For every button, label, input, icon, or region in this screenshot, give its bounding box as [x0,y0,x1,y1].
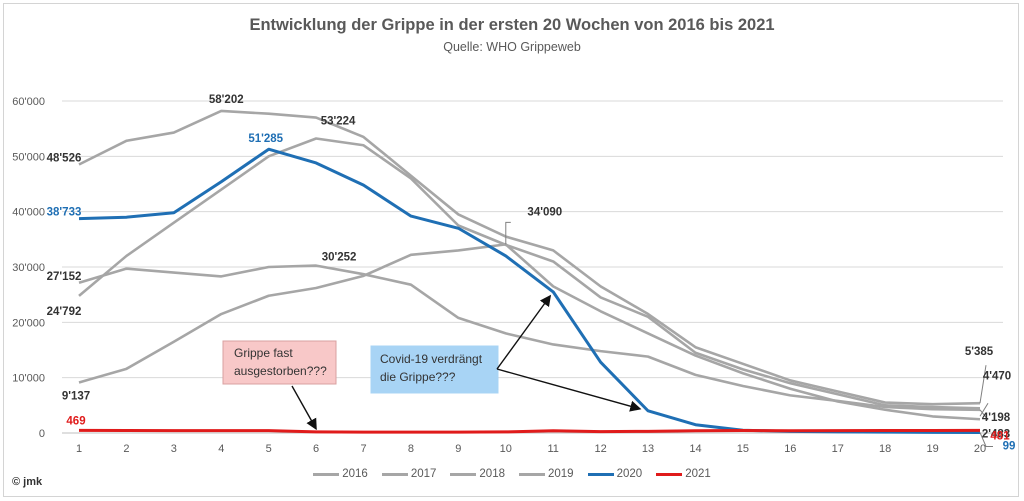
leader-line [979,365,987,404]
legend-item-2018: 2018 [450,468,505,480]
y-tick-label: 60'000 [12,96,45,108]
annotation-text: Grippe fast [234,346,293,360]
data-label: 48'526 [47,152,82,164]
annotation-text: ausgestorben??? [234,364,327,378]
x-tick-label: 9 [455,443,461,455]
annotation-arrow [291,385,317,431]
series-line-2021 [78,428,981,434]
data-label: 4'470 [983,370,1011,382]
legend-label: 2018 [479,468,505,480]
legend-swatch [519,472,545,476]
data-label: 4'198 [982,412,1011,424]
annotation-arrow [496,294,552,370]
y-tick-label: 30'000 [12,262,45,274]
data-label: 34'090 [527,206,562,218]
y-tick-label: 40'000 [12,207,45,219]
y-tick-label: 20'000 [12,317,45,329]
data-labels: 48'526 58'202 38'733 51'285 53'224 27'152 24'7… [47,94,1016,453]
series-line-2016 [78,109,981,406]
data-label: 5'385 [965,346,994,358]
data-label: 2'483 [982,428,1010,440]
legend-item-2020: 2020 [587,468,643,480]
data-label: 53'224 [321,115,356,127]
legend-label: 2017 [410,468,437,480]
series-line-2018 [78,137,981,410]
chart-title: Entwicklung der Grippe in der ersten 20 … [249,16,775,34]
series-line-2020 [78,147,981,434]
leader-line [505,221,511,245]
chart-subtitle: Quelle: WHO Grippeweb [443,40,581,54]
x-tick-label: 5 [266,443,272,455]
x-tick-label: 14 [689,443,701,455]
x-tick-label: 8 [408,443,414,455]
data-label: 9'137 [62,390,90,402]
legend-item-2021: 2021 [656,468,711,480]
leader-line [979,409,989,421]
y-axis-ticks: 0 10'000 20'000 30'000 40'000 50'000 60'000 [12,96,45,440]
legend: 2016 2017 2018 2019 2020 2021 [0,468,1024,480]
annotation-text: die Grippe??? [380,370,456,384]
x-tick-label: 15 [737,443,749,455]
x-tick-label: 20 [974,443,986,455]
data-label: 30'252 [322,252,357,264]
legend-item-2019: 2019 [519,468,574,480]
legend-item-2016: 2016 [313,468,368,480]
data-label: 99 [1003,440,1016,452]
x-tick-label: 7 [360,443,366,455]
data-label: 51'285 [248,133,283,145]
x-tick-label: 19 [926,443,938,455]
legend-item-2017: 2017 [381,468,437,480]
x-tick-label: 13 [642,443,654,455]
legend-swatch [381,472,408,476]
data-label: 38'733 [47,207,82,219]
series-line-2017 [78,264,981,412]
data-label: 469 [66,415,85,427]
x-tick-label: 12 [595,443,607,455]
series-lines [78,109,981,434]
data-label: 58'202 [209,94,244,106]
annotation-text: Covid-19 verdrängt [380,352,483,366]
x-tick-label: 1 [76,443,82,455]
x-tick-label: 17 [832,443,844,455]
y-tick-label: 0 [39,428,45,440]
annotation-box [222,340,337,385]
x-tick-label: 4 [218,443,224,455]
x-axis-ticks: 1 2 3 4 5 6 7 8 9 10 11 12 13 14 15 16 17 18 19 20 [76,443,986,455]
data-label: 481 [990,430,1010,442]
annotation-arrow [496,368,642,412]
legend-label: 2019 [548,468,574,480]
data-label: 27'152 [47,271,82,283]
y-tick-label: 10'000 [12,373,45,385]
legend-label: 2016 [342,468,368,480]
x-tick-label: 16 [784,443,796,455]
legend-label: 2021 [685,468,711,480]
x-tick-label: 3 [171,443,177,455]
legend-swatch [313,472,340,476]
legend-swatch [587,472,614,476]
x-tick-label: 11 [547,443,558,455]
x-tick-label: 10 [500,443,512,455]
copyright: © jmk [12,476,43,488]
legend-swatch [656,472,683,476]
x-tick-label: 2 [123,443,129,455]
label-leader-lines [505,221,993,447]
x-tick-label: 6 [313,443,319,455]
annotations: Grippe fast ausgestorben??? Covid-19 verdr… [222,294,642,431]
annotation-box [370,345,499,394]
legend-label: 2020 [616,468,643,480]
leader-line [979,403,989,417]
leader-line [979,432,993,447]
series-line-2019 [78,243,981,421]
legend-swatch [450,472,477,476]
y-tick-label: 50'000 [12,151,45,163]
data-label: 24'792 [47,306,82,318]
x-tick-label: 18 [879,443,891,455]
